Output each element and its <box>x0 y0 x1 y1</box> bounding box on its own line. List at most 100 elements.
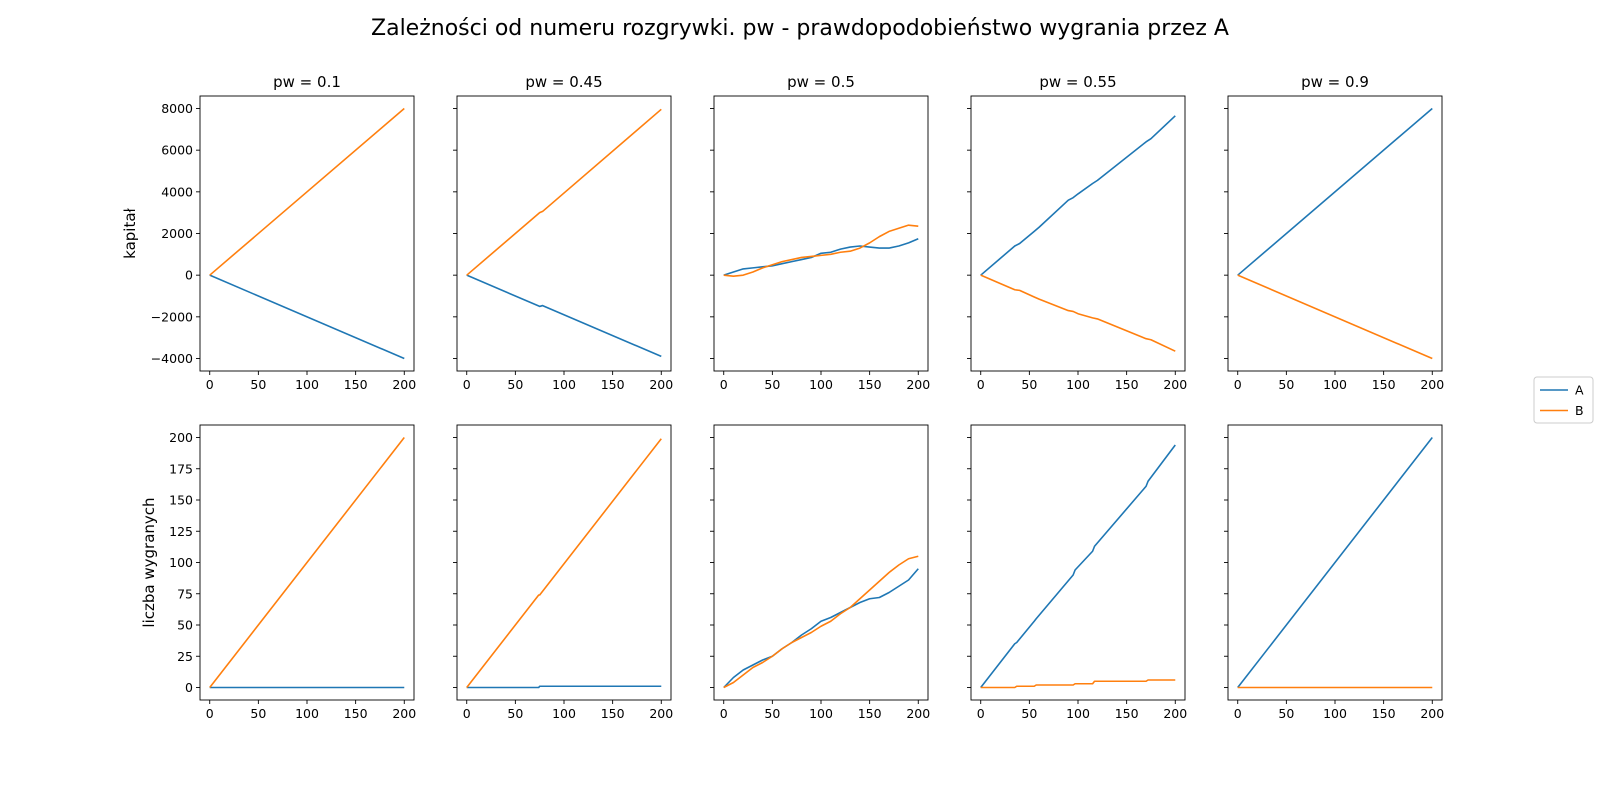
series-line-B <box>723 224 919 278</box>
x-tick-label: 50 <box>1021 377 1037 392</box>
plot-frame <box>970 95 1186 372</box>
y-tick-label: 150 <box>169 493 193 508</box>
plot-frame <box>456 424 672 701</box>
x-tick-label: 100 <box>1323 377 1347 392</box>
subplot-1-3: 0 50 100 150 200 pw = 0.5 <box>710 73 930 392</box>
y-tick-label: 200 <box>169 430 193 445</box>
x-tick-label: 150 <box>1115 706 1139 721</box>
x-tick-label: 150 <box>601 706 625 721</box>
plot-frame <box>456 95 672 372</box>
y-tick-label: 175 <box>169 461 193 476</box>
x-tick-label: 200 <box>392 377 416 392</box>
plot-frame <box>199 95 415 372</box>
subplot-2-2: 0 50 100 150 200 <box>453 424 673 721</box>
plot-frame <box>970 424 1186 701</box>
x-tick-label: 50 <box>250 377 266 392</box>
y-tick-label: 25 <box>177 649 193 664</box>
x-tick-label: 50 <box>764 377 780 392</box>
subplot-title: pw = 0.55 <box>1039 73 1116 91</box>
y-tick-label: 50 <box>177 618 193 633</box>
x-tick-label: 50 <box>507 377 523 392</box>
y-tick-label: −2000 <box>151 309 193 324</box>
x-tick-label: 100 <box>809 377 833 392</box>
y-tick-label: 75 <box>177 586 193 601</box>
x-tick-label: 0 <box>1234 706 1242 721</box>
series-line-A <box>209 274 405 360</box>
x-tick-label: 0 <box>977 706 985 721</box>
y-tick-label: 2000 <box>161 226 193 241</box>
series-line-A <box>980 444 1176 688</box>
x-tick-label: 100 <box>295 706 319 721</box>
plot-frame <box>1227 424 1443 701</box>
x-tick-label: 50 <box>764 706 780 721</box>
y-tick-label: 0 <box>185 680 193 695</box>
x-tick-label: 50 <box>1021 706 1037 721</box>
x-tick-label: 100 <box>295 377 319 392</box>
series-line-A <box>723 237 919 276</box>
series-line-A <box>1237 437 1433 688</box>
series-line-B <box>723 555 919 689</box>
x-tick-label: 150 <box>344 706 368 721</box>
x-tick-label: 150 <box>858 377 882 392</box>
plot-frame <box>713 95 929 372</box>
subplot-title: pw = 0.1 <box>273 73 341 91</box>
x-tick-label: 50 <box>1278 377 1294 392</box>
legend-label-B: B <box>1575 403 1584 418</box>
y-tick-label: 4000 <box>161 184 193 199</box>
x-tick-label: 0 <box>463 706 471 721</box>
y-axis-label: kapitał <box>121 207 139 258</box>
subplot-2-4: 0 50 100 150 200 <box>967 424 1187 721</box>
plot-frame <box>713 424 929 701</box>
x-tick-label: 150 <box>344 377 368 392</box>
subplot-1-1: 0 50 100 150 200 8000 6000 4000 2000 0 −2000 −4000 p… <box>121 73 416 392</box>
y-tick-label: 0 <box>185 268 193 283</box>
x-tick-label: 50 <box>507 706 523 721</box>
y-tick-label: −4000 <box>151 351 193 366</box>
series-line-B <box>1237 274 1433 360</box>
figure-title: Zależności od numeru rozgrywki. pw - pra… <box>371 16 1229 41</box>
x-tick-label: 200 <box>649 377 673 392</box>
subplot-2-5: 0 50 100 150 200 <box>1224 424 1444 721</box>
series-line-B <box>209 107 405 276</box>
series-line-B <box>980 679 1176 689</box>
x-tick-label: 100 <box>1066 706 1090 721</box>
subplot-1-4: 0 50 100 150 200 pw = 0.55 <box>967 73 1187 392</box>
series-line-A <box>466 274 662 358</box>
plot-frame <box>1227 95 1443 372</box>
x-tick-label: 100 <box>552 706 576 721</box>
x-tick-label: 200 <box>906 377 930 392</box>
x-tick-label: 0 <box>720 377 728 392</box>
series-line-B <box>466 108 662 276</box>
subplot-2-1: 0 50 100 150 200 200 175 150 125 100 75 50 25 0 liczba… <box>140 424 416 721</box>
x-tick-label: 0 <box>1234 377 1242 392</box>
subplot-2-3: 0 50 100 150 200 <box>710 424 930 721</box>
x-tick-label: 200 <box>392 706 416 721</box>
x-tick-label: 200 <box>1420 377 1444 392</box>
legend-label-A: A <box>1575 383 1584 398</box>
x-tick-label: 150 <box>1115 377 1139 392</box>
subplot-1-5: 0 50 100 150 200 pw = 0.9 <box>1224 73 1444 392</box>
series-line-B <box>466 438 662 688</box>
x-tick-label: 50 <box>250 706 266 721</box>
x-tick-label: 100 <box>552 377 576 392</box>
y-tick-label: 6000 <box>161 143 193 158</box>
x-tick-label: 0 <box>977 377 985 392</box>
subplots-grid: 0 50 100 150 20080006000400020000−2000−4000p… <box>121 73 1444 721</box>
x-tick-label: 200 <box>1163 706 1187 721</box>
x-tick-label: 150 <box>858 706 882 721</box>
series-line-A <box>466 685 662 689</box>
x-tick-label: 0 <box>463 377 471 392</box>
x-tick-label: 50 <box>1278 706 1294 721</box>
series-line-A <box>1237 107 1433 276</box>
x-tick-label: 200 <box>1163 377 1187 392</box>
y-tick-label: 100 <box>169 555 193 570</box>
y-tick-label: 8000 <box>161 101 193 116</box>
x-tick-label: 200 <box>1420 706 1444 721</box>
x-tick-label: 200 <box>906 706 930 721</box>
y-tick-label: 125 <box>169 524 193 539</box>
series-line-A <box>980 115 1176 276</box>
x-tick-label: 0 <box>206 377 214 392</box>
legend: AB <box>1533 376 1594 424</box>
plot-frame <box>199 424 415 701</box>
